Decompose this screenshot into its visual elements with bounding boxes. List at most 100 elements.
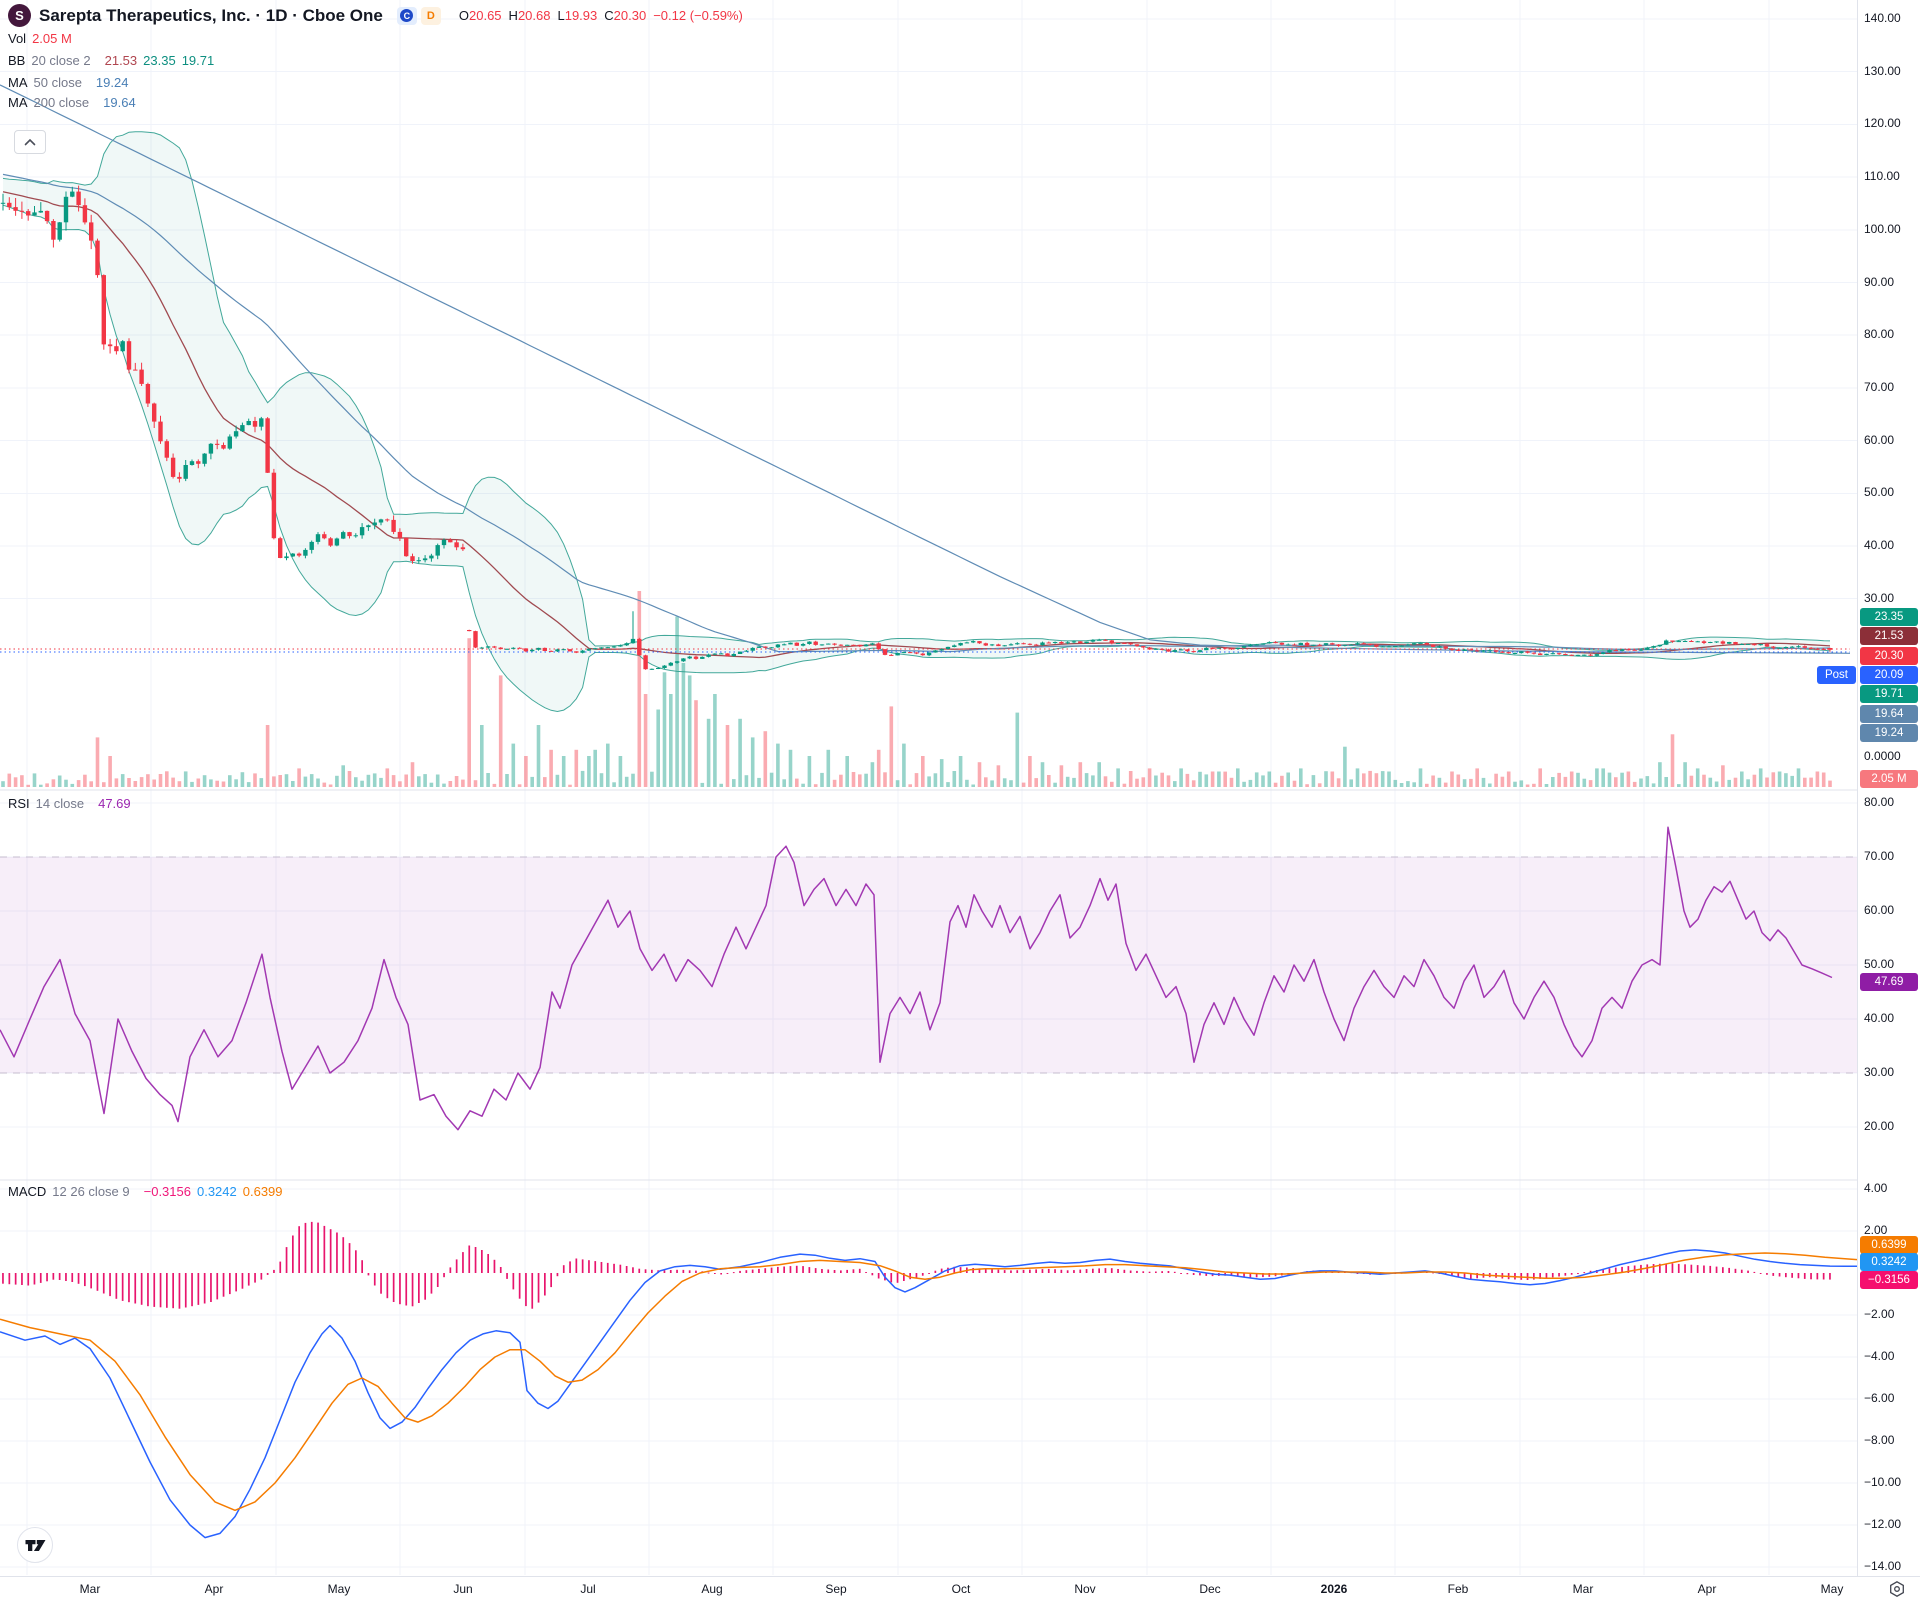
ma200-value: 19.64 [103,95,136,110]
time-axis[interactable]: Mar Apr May Jun Jul Aug Sep Oct Nov Dec 2026 Feb Mar… [0,1576,1920,1600]
rsi-tick-label: 60.00 [1864,903,1895,917]
close-label: C [604,8,614,23]
time-axis-label: 2026 [1320,1582,1348,1596]
time-axis-label: Aug [701,1582,723,1596]
volume-badge: 2.05 M [1860,770,1918,788]
price-tick-label: 50.00 [1864,485,1895,500]
chart-canvas[interactable] [0,0,1857,1576]
price-tick-label: 140.00 [1864,11,1901,25]
symbol-title[interactable]: Sarepta Therapeutics, Inc. · 1D · Cboe O… [39,5,383,25]
price-badge: 20.09 [1860,665,1918,684]
ma200-legend-name: MA [8,95,28,110]
rsi-badge: 47.69 [1860,973,1918,991]
high-value: 20.68 [517,8,551,23]
bb-legend-params: 20 close 2 [31,53,91,68]
tradingview-logo[interactable] [16,1526,54,1564]
macd-badge: 0.6399 [1860,1236,1918,1254]
ohlc-readout: O20.65 H20.68 L19.93 C20.30 −0.12 (−0.59… [459,8,743,23]
price-tick-label: 130.00 [1864,63,1901,78]
low-value: 19.93 [564,8,598,23]
rsi-tick-label: 30.00 [1864,1065,1895,1079]
time-axis-label: Mar [1572,1582,1594,1596]
rsi-legend-params: 14 close [35,796,85,811]
macd-badge: −0.3156 [1860,1271,1918,1289]
cboe-one-icon[interactable]: C [396,6,417,25]
time-axis-label: Nov [1074,1582,1096,1596]
rsi-tick-label: 50.00 [1864,957,1895,971]
delayed-data-icon[interactable]: D [420,6,441,25]
symbol-legend-row[interactable]: S Sarepta Therapeutics, Inc. · 1D · Cboe… [8,4,743,27]
timezone-settings-icon[interactable] [1888,1580,1906,1600]
time-axis-label: Apr [1697,1582,1717,1596]
rsi-legend[interactable]: RSI 14 close 47.69 [8,796,131,811]
price-zero-label: 0.0000 [1864,748,1901,763]
gear-icon [1890,1581,1904,1597]
price-tick-label: 110.00 [1864,169,1900,184]
price-badge: 21.53 [1860,627,1918,646]
price-tick-label: 60.00 [1864,432,1895,447]
ma50-value: 19.24 [95,75,129,90]
ma50-legend[interactable]: MA 50 close 19.24 [8,75,128,90]
change-value: −0.12 (−0.59%) [653,8,743,23]
price-tick-label: 100.00 [1864,221,1901,236]
time-axis-label: Apr [204,1582,224,1596]
time-axis-label: Mar [79,1582,101,1596]
price-tick-label: 30.00 [1864,590,1895,605]
macd-legend-params: 12 26 close 9 [52,1184,130,1199]
bollinger-legend[interactable]: BB 20 close 2 21.53 23.35 19.71 [8,53,214,68]
rsi-tick-label: 20.00 [1864,1119,1895,1133]
open-label: O [458,8,469,23]
high-label: H [508,8,518,23]
macd-signal-value: 0.6399 [242,1184,283,1199]
time-axis-label: May [327,1582,351,1596]
macd-line-value: 0.3242 [196,1184,237,1199]
time-axis-label: May [1820,1582,1844,1596]
price-badge: 23.35 [1860,608,1918,626]
price-badge: 19.64 [1860,704,1918,723]
price-badge: 19.24 [1860,723,1918,742]
bb-upper-value: 23.35 [143,53,176,68]
close-value: 20.30 [613,8,647,23]
symbol-logo: S [8,4,31,27]
low-label: L [557,8,565,23]
macd-tick-label: 2.00 [1864,1223,1888,1237]
rsi-tick-label: 40.00 [1864,1011,1895,1025]
collapse-pane-button[interactable] [14,130,46,154]
chevron-up-icon [24,138,36,146]
macd-legend[interactable]: MACD 12 26 close 9 −0.3156 0.3242 0.6399 [8,1184,283,1199]
bb-basis-value: 21.53 [104,53,138,68]
rsi-legend-name: RSI [8,796,30,811]
rsi-value: 47.69 [98,796,131,811]
rsi-tick-label: 80.00 [1864,795,1895,809]
ma50-legend-params: 50 close [33,75,82,90]
volume-legend-name: Vol [8,31,27,46]
open-value: 20.65 [469,8,502,23]
price-badge: 19.71 [1860,685,1918,704]
post-market-label: Post [1817,665,1856,684]
price-tick-label: 80.00 [1864,327,1895,342]
time-axis-label: Oct [951,1582,971,1596]
bb-legend-name: BB [8,53,26,68]
price-tick-label: 120.00 [1864,116,1901,131]
macd-tick-label: −10.00 [1864,1475,1902,1489]
time-axis-label: Sep [825,1582,847,1596]
ma50-legend-name: MA [8,75,28,90]
data-source-icons: C D [396,6,441,25]
volume-legend-value: 2.05 M [32,31,72,46]
tv-logo-glyph [25,1540,36,1551]
time-axis-label: Feb [1447,1582,1469,1596]
time-axis-label: Dec [1199,1582,1221,1596]
price-axis[interactable]: 140.00 130.00 120.00 110.00 100.00 90.00 80.00… [1857,0,1920,1600]
macd-hist-value: −0.3156 [143,1184,191,1199]
price-tick-label: 70.00 [1864,379,1895,394]
time-axis-label: Jul [580,1582,596,1596]
macd-badge: 0.3242 [1860,1252,1918,1271]
ma200-legend-params: 200 close [33,95,90,110]
rsi-tick-label: 70.00 [1864,849,1895,863]
ma200-legend[interactable]: MA 200 close 19.64 [8,95,136,110]
price-tick-label: 40.00 [1864,538,1895,552]
macd-tick-label: −6.00 [1864,1391,1895,1405]
volume-legend[interactable]: Vol 2.05 M [8,31,72,46]
macd-tick-label: −4.00 [1864,1349,1895,1363]
